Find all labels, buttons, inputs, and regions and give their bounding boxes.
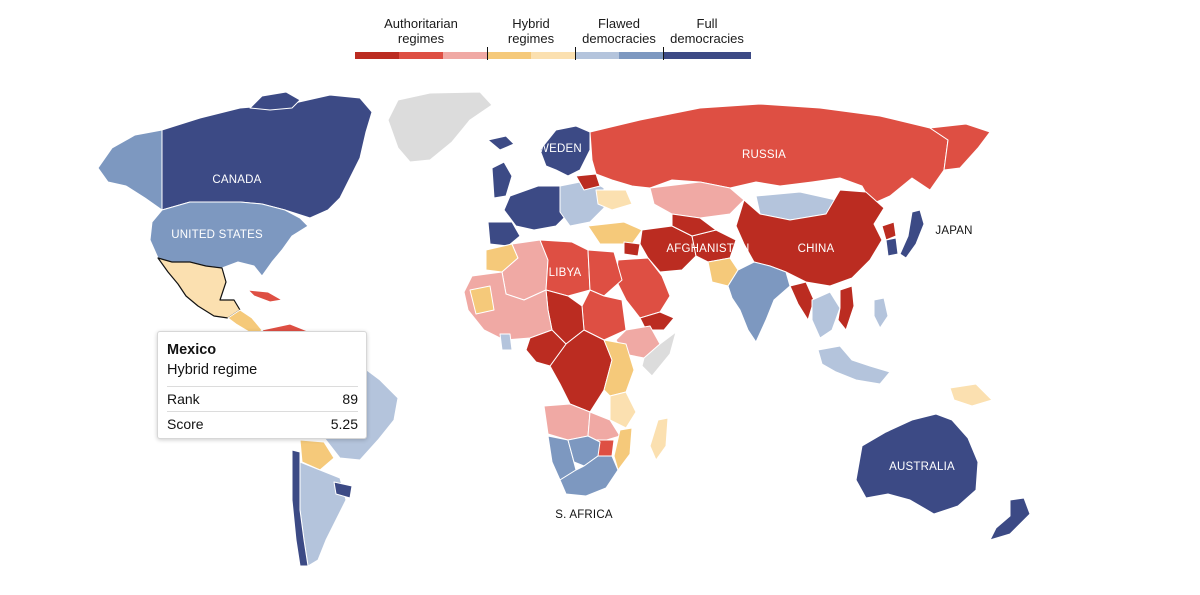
tooltip-row-rank: Rank 89 xyxy=(167,386,358,411)
country-tanzania[interactable] xyxy=(609,391,637,429)
country-sweden[interactable] xyxy=(539,125,591,177)
country-uzbekistan[interactable] xyxy=(671,213,717,237)
country-mexico[interactable] xyxy=(157,257,241,319)
country-russia[interactable] xyxy=(589,103,949,205)
legend-label-flawed: Flawed democracies xyxy=(582,16,656,46)
legend-swatch-hybrid-light xyxy=(531,52,575,59)
country-philippines[interactable] xyxy=(873,297,889,329)
legend-swatch-full xyxy=(663,52,751,59)
map-label-united-states: UNITED STATES xyxy=(171,229,263,241)
country-turkey[interactable] xyxy=(587,221,643,245)
country-south-korea[interactable] xyxy=(885,237,899,257)
country-greenland[interactable] xyxy=(387,91,493,163)
country-ukraine[interactable] xyxy=(595,189,633,211)
legend-swatch-hybrid-mid xyxy=(487,52,531,59)
country-uk[interactable] xyxy=(491,161,513,199)
country-egypt[interactable] xyxy=(587,249,623,297)
country-somalia[interactable] xyxy=(641,331,677,377)
country-russia-east[interactable] xyxy=(929,123,991,171)
country-belarus[interactable] xyxy=(575,173,601,191)
tooltip-rank-value: 89 xyxy=(342,391,358,407)
country-australia[interactable] xyxy=(855,413,979,515)
tooltip-regime-type: Hybrid regime xyxy=(167,362,258,378)
country-syria[interactable] xyxy=(623,241,641,257)
legend-swatch-authoritarian-light xyxy=(443,52,487,59)
country-papua-new-guinea[interactable] xyxy=(949,383,993,407)
map-label-afghanistan: AFGHANISTAN xyxy=(666,243,749,255)
country-zambia[interactable] xyxy=(587,411,621,443)
legend-divider xyxy=(575,47,576,60)
country-kazakhstan[interactable] xyxy=(649,181,745,219)
country-alaska[interactable] xyxy=(97,129,163,211)
legend-label-authoritarian: Authoritarian regimes xyxy=(384,16,458,46)
country-madagascar[interactable] xyxy=(649,417,669,461)
legend-label-hybrid: Hybrid regimes xyxy=(507,16,555,46)
legend-divider xyxy=(487,47,488,60)
legend-divider xyxy=(663,47,664,60)
country-north-korea[interactable] xyxy=(881,221,897,241)
country-mozambique[interactable] xyxy=(613,427,633,471)
country-iberia[interactable] xyxy=(487,221,521,247)
country-central-africa-west[interactable] xyxy=(525,329,567,367)
country-canada[interactable] xyxy=(161,94,373,219)
country-western-europe[interactable] xyxy=(503,185,575,231)
country-myanmar[interactable] xyxy=(789,281,815,321)
country-mali[interactable] xyxy=(469,285,495,315)
legend-label-full: Full democracies xyxy=(670,16,744,46)
legend-swatch-flawed-mid xyxy=(619,52,663,59)
map-label-sweden: SWEDEN xyxy=(530,143,582,155)
map-label-china: CHINA xyxy=(798,243,835,255)
legend-swatch-authoritarian-dark xyxy=(355,52,399,59)
country-tooltip: Mexico Hybrid regime Rank 89 Score 5.25 xyxy=(157,331,367,439)
country-india[interactable] xyxy=(727,261,791,343)
legend-swatch-authoritarian-mid xyxy=(399,52,443,59)
legend: Authoritarian regimes Hybrid regimes Flawe… xyxy=(0,0,1200,70)
country-ghana[interactable] xyxy=(499,333,513,351)
country-cuba[interactable] xyxy=(247,289,283,303)
country-south-africa[interactable] xyxy=(559,455,619,497)
country-uruguay[interactable] xyxy=(333,481,353,499)
map-label-japan: JAPAN xyxy=(935,225,972,237)
map-label-canada: CANADA xyxy=(212,174,261,186)
country-japan[interactable] xyxy=(899,209,925,259)
country-chile[interactable] xyxy=(291,449,309,567)
country-angola[interactable] xyxy=(543,403,591,441)
map-label-russia: RUSSIA xyxy=(742,149,786,161)
country-canada-islands[interactable] xyxy=(249,91,301,111)
country-argentina[interactable] xyxy=(299,461,347,567)
tooltip-score-label: Score xyxy=(167,416,204,432)
tooltip-score-value: 5.25 xyxy=(330,416,358,432)
country-vietnam[interactable] xyxy=(837,285,855,331)
country-thailand[interactable] xyxy=(811,291,841,339)
map-label-libya: LIBYA xyxy=(549,267,582,279)
tooltip-row-score: Score 5.25 xyxy=(167,411,358,436)
map-label-australia: AUSTRALIA xyxy=(889,461,955,473)
country-bolivia[interactable] xyxy=(299,439,335,471)
map-label-south-africa: S. AFRICA xyxy=(555,509,613,521)
tooltip-country-name: Mexico xyxy=(167,342,217,358)
country-iceland[interactable] xyxy=(487,135,515,151)
country-indonesia[interactable] xyxy=(817,345,891,385)
country-libya[interactable] xyxy=(539,239,591,297)
legend-swatch-flawed-light xyxy=(575,52,619,59)
country-new-zealand[interactable] xyxy=(989,497,1031,541)
tooltip-rank-label: Rank xyxy=(167,391,200,407)
country-drc[interactable] xyxy=(549,329,613,413)
